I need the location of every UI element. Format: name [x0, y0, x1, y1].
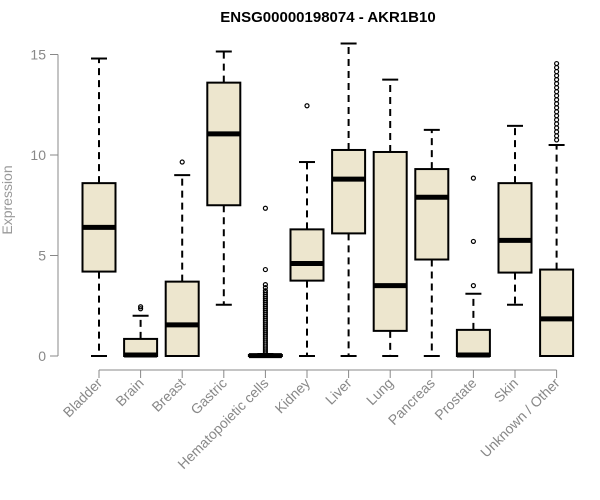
box-rect [206, 81, 242, 207]
outlier-point [553, 85, 560, 91]
box-rect [414, 168, 450, 261]
y-tick-label: 0 [38, 348, 46, 364]
box-rect [164, 280, 200, 358]
outlier-point [553, 68, 560, 75]
y-axis-label: Expression [0, 165, 15, 234]
outlier-point [553, 125, 560, 131]
outlier-point [470, 283, 476, 289]
box-bladder [81, 57, 117, 357]
x-tick-label: Prostate [431, 375, 479, 423]
box-liver [331, 42, 367, 357]
outlier-point [553, 109, 560, 115]
outlier-point [262, 282, 268, 288]
outlier-point [262, 285, 268, 291]
outlier-point [553, 97, 560, 103]
outlier-point [262, 266, 268, 273]
box-rect [497, 182, 533, 274]
box-prostate [455, 175, 491, 358]
x-tick-label: Brain [112, 375, 146, 409]
outlier-point [470, 175, 476, 181]
outlier-point [553, 133, 560, 139]
outlier-point [553, 129, 560, 135]
outlier-point [553, 121, 560, 127]
chart-title: ENSG00000198074 - AKR1B10 [220, 9, 435, 26]
outlier-point [553, 117, 560, 123]
box-unknown-other [539, 60, 575, 358]
outlier-point [553, 113, 560, 119]
box-gastric [206, 50, 242, 306]
y-tick-label: 5 [38, 248, 46, 264]
outlier-point [138, 306, 144, 312]
outlier-point [553, 89, 560, 95]
outlier-point [553, 77, 560, 83]
box-skin [497, 124, 533, 306]
box-breast [164, 159, 200, 358]
outlier-point [553, 105, 560, 111]
outlier-point [262, 288, 268, 294]
outlier-point [553, 60, 560, 67]
outlier-point [553, 137, 560, 143]
x-tick-label: Bladder [60, 375, 106, 421]
outlier-point [553, 64, 560, 71]
box-rect [372, 150, 408, 332]
x-tick-label: Kidney [272, 375, 314, 417]
x-tick-label: Skin [491, 375, 522, 406]
outlier-point [262, 290, 268, 296]
box-rect [331, 148, 367, 235]
outlier-point [553, 81, 560, 87]
outlier-point [262, 205, 268, 211]
outlier-point [304, 103, 310, 109]
outlier-point [553, 73, 560, 79]
outlier-point [470, 238, 476, 245]
outlier-point [179, 159, 185, 165]
box-rect [289, 228, 325, 282]
x-tick-label: Liver [322, 375, 355, 408]
x-tick-label: Unknown / Other [477, 375, 563, 461]
x-tick-label: Lung [363, 375, 396, 408]
box-pancreas [414, 128, 450, 357]
box-kidney [289, 103, 325, 357]
box-rect [455, 328, 491, 357]
y-tick-label: 15 [30, 47, 46, 63]
outlier-point [138, 304, 144, 310]
box-lung [372, 78, 408, 357]
box-brain [123, 304, 159, 358]
outlier-point [553, 93, 560, 99]
box-hematopoietic-cells [247, 205, 283, 359]
box-rect [539, 268, 575, 358]
x-tick-label: Breast [148, 375, 188, 415]
outlier-point [553, 101, 560, 107]
y-tick-label: 10 [30, 147, 46, 163]
